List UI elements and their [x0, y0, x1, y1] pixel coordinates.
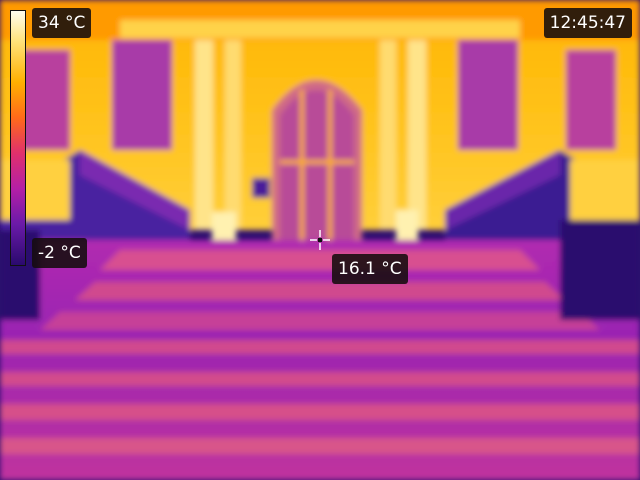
- clock-label: 12:45:47: [543, 8, 632, 38]
- max-temperature-label: 34 °C: [32, 8, 92, 38]
- cornice: [120, 20, 520, 38]
- window-far-right: [566, 50, 616, 150]
- column: [408, 40, 426, 230]
- window-far-left: [20, 50, 70, 150]
- column: [225, 40, 241, 230]
- window-right: [458, 40, 518, 150]
- min-temperature-label: -2 °C: [32, 238, 87, 268]
- lamp: [396, 210, 418, 246]
- window-left: [112, 40, 172, 150]
- column: [195, 40, 213, 230]
- spot-temperature-label: 16.1 °C: [332, 254, 408, 284]
- crosshair-icon: [310, 230, 330, 250]
- temperature-scale-bar: [10, 10, 26, 266]
- column: [380, 40, 396, 230]
